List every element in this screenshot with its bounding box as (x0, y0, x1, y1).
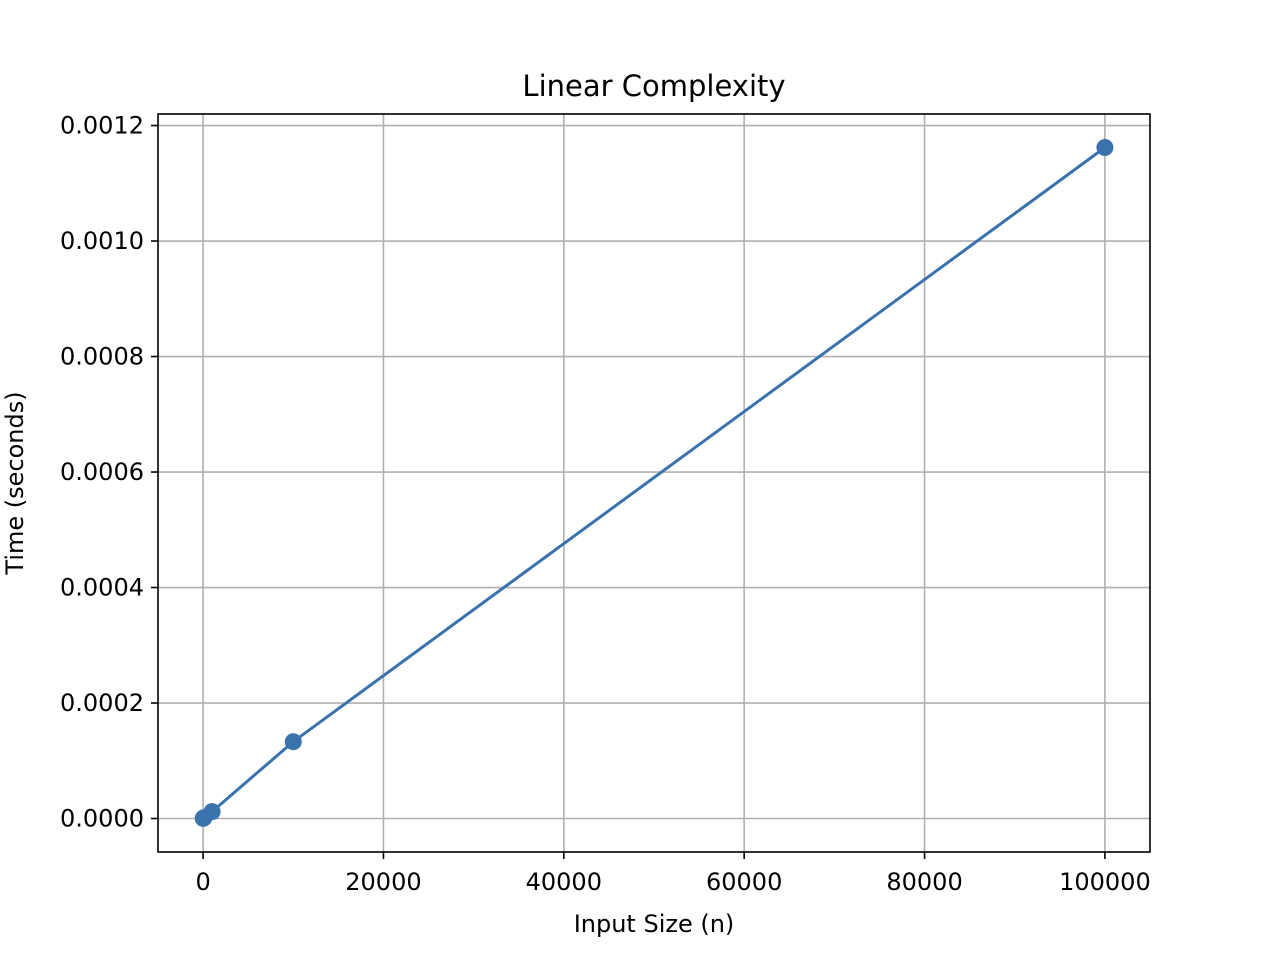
x-tick-label: 40000 (526, 868, 602, 896)
data-point (203, 803, 221, 821)
y-tick-label: 0.0008 (60, 343, 144, 371)
y-axis: 0.0000 0.0002 0.0004 0.0006 0.0008 0.0010 0.00… (60, 112, 158, 833)
x-axis-label: Input Size (n) (574, 910, 735, 938)
y-tick-label: 0.0004 (60, 574, 144, 602)
plot-frame (157, 113, 1151, 853)
x-tick-label: 100000 (1059, 868, 1151, 896)
y-tick-label: 0.0000 (60, 805, 144, 833)
y-tick-label: 0.0012 (60, 112, 144, 140)
y-tick-label: 0.0010 (60, 227, 144, 255)
x-tick-label: 60000 (706, 868, 782, 896)
y-tick-label: 0.0006 (60, 458, 144, 486)
y-tick-label: 0.0002 (60, 689, 144, 717)
x-tick-label: 80000 (886, 868, 962, 896)
data-point (1096, 138, 1114, 156)
x-tick-label: 0 (195, 868, 210, 896)
y-axis-label: Time (seconds) (1, 391, 29, 575)
chart-title: Linear Complexity (522, 69, 785, 103)
x-tick-label: 20000 (345, 868, 421, 896)
data-point (284, 733, 302, 751)
grid (158, 114, 1150, 852)
x-axis: 0 20000 40000 60000 80000 100000 (195, 852, 1151, 896)
series-layer (194, 138, 1114, 827)
